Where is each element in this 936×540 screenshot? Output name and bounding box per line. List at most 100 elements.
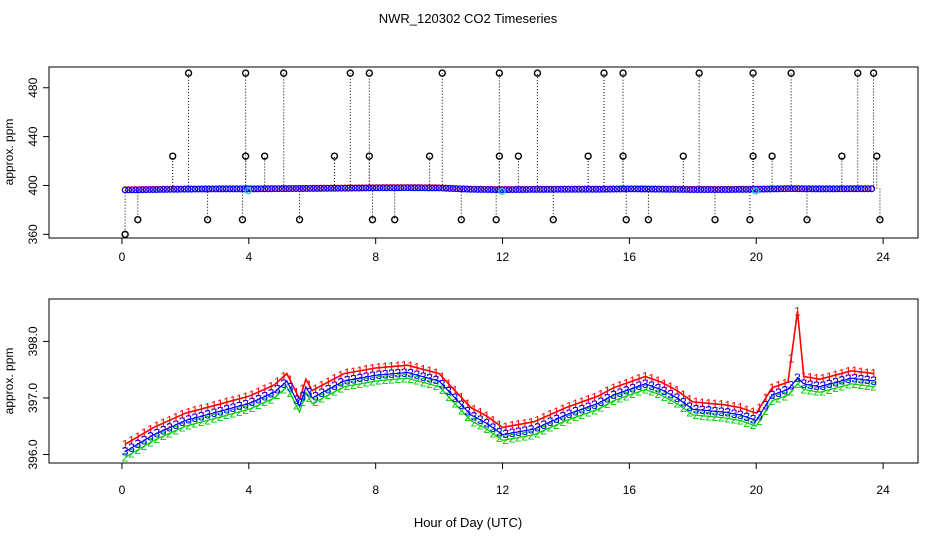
series-point-label-3: 3 (750, 412, 757, 426)
top-y-tick-label: 480 (26, 77, 40, 97)
top-x-tick-label: 8 (372, 250, 379, 264)
baseline-point (327, 185, 335, 192)
baseline-point (334, 184, 342, 192)
baseline-point (606, 185, 614, 193)
baseline-point (725, 186, 733, 193)
series-point-label-2: 2 (312, 395, 319, 409)
series-point-label-1: 1 (559, 402, 566, 416)
outlier-point (876, 215, 884, 224)
outlier-point (390, 215, 399, 224)
series-point-label-3: 3 (274, 382, 281, 396)
baseline-point (795, 185, 802, 193)
figure-title: NWR_120302 CO2 Timeseries (379, 11, 558, 26)
series-point-label-1: 1 (820, 371, 827, 385)
baseline-point (268, 185, 275, 193)
series-point-label-1: 1 (553, 405, 560, 419)
series-point-label-3: 3 (369, 369, 376, 383)
series-point-label-3: 3 (578, 402, 585, 416)
outlier-point (600, 69, 608, 77)
baseline-point (170, 186, 178, 193)
baseline-point (181, 185, 188, 193)
baseline-point (770, 185, 778, 193)
baseline-point (777, 185, 785, 193)
series-point-label-2: 2 (445, 390, 452, 404)
series-point-label-3: 3 (375, 368, 382, 382)
baseline-point (627, 185, 635, 193)
series-point-label-1: 1 (153, 419, 160, 433)
series-point-label-2: 2 (813, 385, 820, 399)
series-point-label-3: 3 (388, 367, 395, 381)
series-point-label-2: 2 (179, 421, 186, 435)
baseline-point (826, 185, 834, 193)
baseline-point (275, 185, 282, 193)
series-point-label-1: 1 (337, 368, 344, 382)
baseline-point (303, 185, 310, 192)
series-point-label-2: 2 (369, 375, 376, 389)
baseline-point (365, 184, 373, 192)
series-point-label-2: 2 (407, 372, 414, 386)
baseline-point (774, 185, 781, 193)
top-y-tick-label: 440 (26, 126, 40, 146)
series-point-label-2: 2 (775, 392, 782, 406)
series-point-label-2: 2 (173, 423, 180, 437)
series-point-label-3: 3 (718, 405, 725, 419)
series-point-label-1: 1 (255, 385, 262, 399)
baseline-point (784, 185, 792, 193)
series-point-label-1: 1 (731, 399, 738, 413)
outlier-point (241, 152, 250, 160)
bottom-panel: 1 1 1 1 1 1 1 1 1 1 1 1 1 1 1 1 1 1 1 1 1 1 1 1 1 1 11 1 1 1 1 1 1 1 1 1 1 1 1… (2, 298, 919, 497)
baseline-point (547, 186, 555, 193)
outlier-point (619, 152, 627, 160)
series-point-label-1: 1 (173, 410, 180, 424)
outlier-point (746, 215, 754, 224)
baseline-point (652, 185, 659, 193)
baseline-point (310, 185, 317, 192)
series-point-label-3: 3 (743, 410, 750, 424)
baseline-point (850, 185, 858, 193)
series-point-label-1: 1 (775, 379, 782, 393)
series-point-label-1: 1 (483, 409, 490, 423)
outlier-point (768, 152, 776, 160)
baseline-point (659, 185, 666, 193)
series-point-label-1: 1 (788, 352, 795, 366)
baseline-point (854, 185, 862, 193)
baseline-point (146, 186, 153, 194)
series-point-label-2: 2 (864, 379, 871, 393)
baseline-point (432, 184, 439, 192)
baseline-point (163, 186, 171, 193)
baseline-point (533, 186, 541, 193)
series-point-label-3: 3 (648, 379, 655, 393)
series-point-label-1: 1 (781, 376, 788, 390)
series-point-label-2: 2 (204, 413, 211, 427)
baseline-point (132, 186, 139, 194)
series-point-label-1: 1 (743, 403, 750, 417)
baseline-point (407, 184, 415, 192)
baseline-point (243, 185, 251, 193)
series-point-label-1: 1 (521, 416, 528, 430)
baseline-point (393, 184, 401, 192)
series-point-label-1: 1 (445, 377, 452, 391)
baseline-point (568, 186, 576, 193)
series-point-label-3: 3 (261, 390, 268, 404)
series-point-label-2: 2 (807, 384, 814, 398)
series-point-label-3: 3 (781, 384, 788, 398)
series-point-label-2: 2 (420, 375, 427, 389)
series-point-label-1: 1 (604, 384, 611, 398)
baseline-point (488, 186, 495, 193)
series-point-label-2: 2 (350, 378, 357, 392)
series-point-label-3: 3 (667, 388, 674, 402)
baseline-point (212, 185, 220, 193)
series-point-label-3: 3 (845, 372, 852, 386)
series-point-label-1: 1 (287, 373, 294, 387)
series-point-label-3: 3 (401, 366, 408, 380)
baseline-point (425, 184, 432, 192)
baseline-point (592, 186, 600, 193)
baseline-point (125, 186, 132, 194)
top-y-tick-label: 360 (26, 224, 40, 244)
series-point-label-2: 2 (610, 394, 617, 408)
series-point-label-1: 1 (705, 396, 712, 410)
series-point-label-3: 3 (807, 378, 814, 392)
series-point-label-1: 1 (204, 400, 211, 414)
baseline-point (236, 185, 244, 193)
